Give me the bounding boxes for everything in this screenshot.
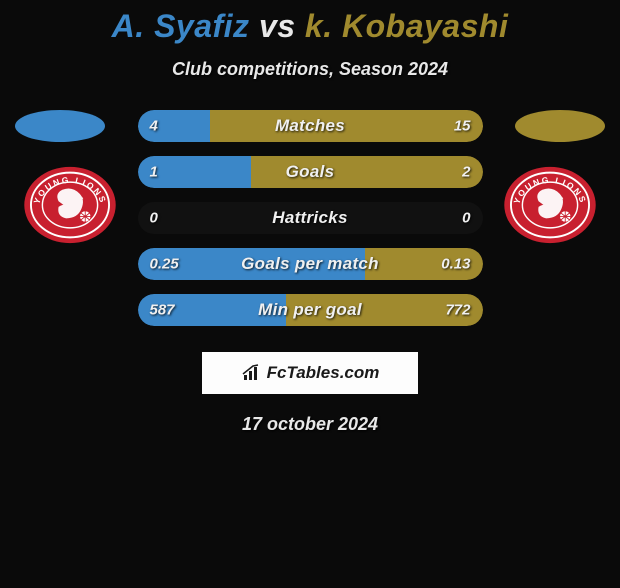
player1-club-badge: YOUNG LIONS <box>22 165 118 245</box>
stat-label: Hattricks <box>138 208 483 228</box>
subtitle: Club competitions, Season 2024 <box>0 59 620 80</box>
stat-label: Goals <box>138 162 483 182</box>
player1-name: A. Syafiz <box>112 8 250 44</box>
stat-label: Matches <box>138 116 483 136</box>
stat-row: 12Goals <box>138 156 483 188</box>
player2-ellipse <box>515 110 605 142</box>
stat-label: Min per goal <box>138 300 483 320</box>
player1-ellipse <box>15 110 105 142</box>
date-text: 17 october 2024 <box>0 414 620 435</box>
footer-text: FcTables.com <box>267 363 380 383</box>
chart-icon <box>241 364 263 382</box>
stat-row: 0.250.13Goals per match <box>138 248 483 280</box>
stats-container: 415Matches 12Goals 00Hattricks 0.250.13Goal… <box>138 110 483 326</box>
stat-label: Goals per match <box>138 254 483 274</box>
stat-row: 415Matches <box>138 110 483 142</box>
vs-text: vs <box>259 8 296 44</box>
player2-name: k. Kobayashi <box>305 8 508 44</box>
stat-row: 00Hattricks <box>138 202 483 234</box>
comparison-title: A. Syafiz vs k. Kobayashi <box>0 8 620 45</box>
player2-club-badge: YOUNG LIONS <box>502 165 598 245</box>
footer-logo-box: FcTables.com <box>202 352 418 394</box>
stat-row: 587772Min per goal <box>138 294 483 326</box>
main-content: YOUNG LIONS YOUNG LIONS 415Matches 12Goal… <box>0 110 620 435</box>
